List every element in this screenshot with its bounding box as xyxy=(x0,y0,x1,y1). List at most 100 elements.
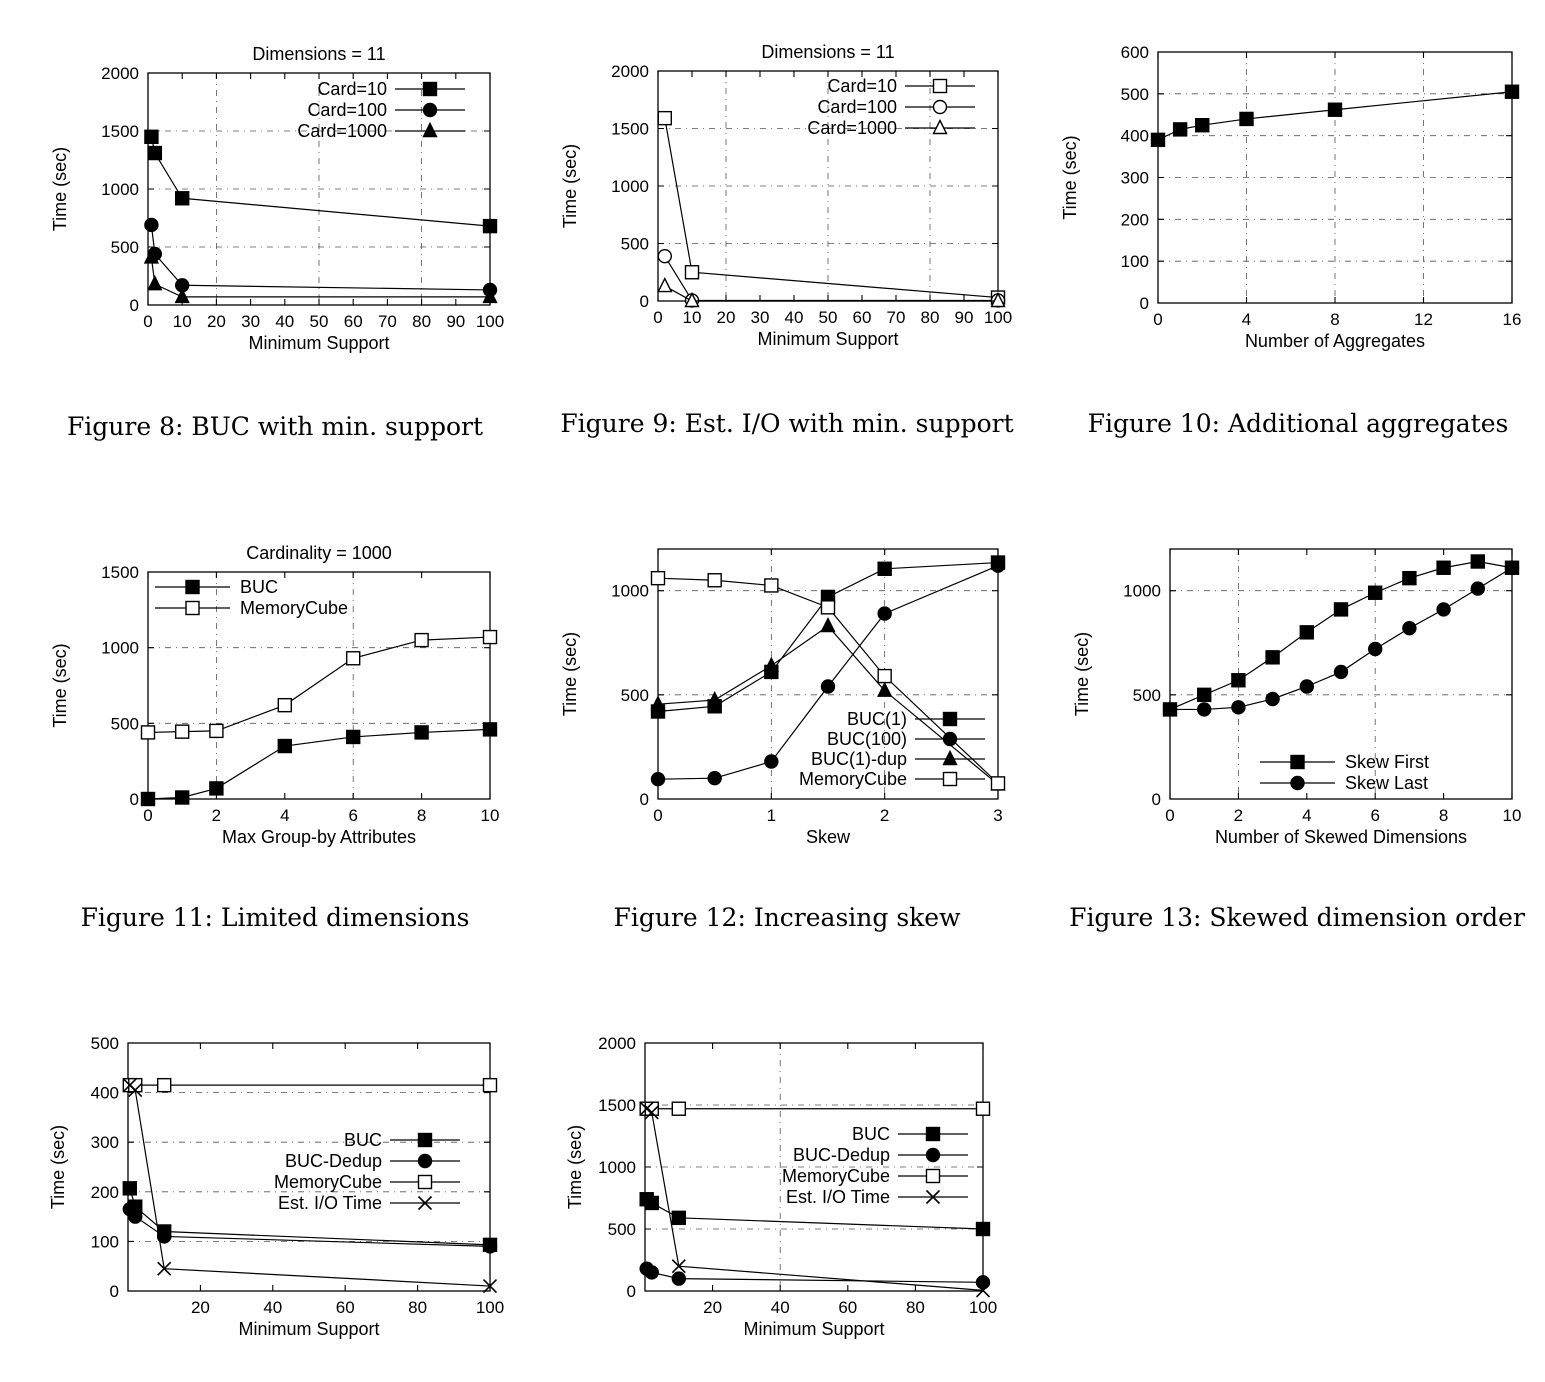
series-line-3 xyxy=(150,257,490,298)
data-point xyxy=(975,1101,991,1116)
data-point xyxy=(975,1275,991,1290)
legend-marker xyxy=(932,78,948,94)
data-point xyxy=(707,573,722,588)
data-point xyxy=(990,558,1006,573)
x-tick-label: 4 xyxy=(1302,806,1311,825)
data-point xyxy=(1470,554,1486,569)
chart-3: 0 4 8 12 16 0 100 200 300 400 500 600 Number of Aggr… xyxy=(1060,43,1521,438)
y-axis-label: Time (sec) xyxy=(50,147,70,231)
legend-marker xyxy=(422,81,438,97)
data-point xyxy=(482,287,498,304)
x-tick-label: 60 xyxy=(853,308,872,327)
data-point xyxy=(1196,687,1212,703)
data-point xyxy=(1436,602,1451,617)
x-tick-label: 90 xyxy=(955,308,974,327)
y-tick-label: 1000 xyxy=(611,177,649,196)
data-point xyxy=(1231,673,1246,688)
data-point xyxy=(657,276,673,293)
legend-label: Skew First xyxy=(1345,752,1429,772)
data-point xyxy=(650,695,666,711)
data-point xyxy=(650,570,666,586)
legend-label: BUC xyxy=(344,1130,382,1150)
data-point xyxy=(346,729,361,745)
x-tick-label: 2 xyxy=(212,806,221,825)
legend-marker xyxy=(925,1189,941,1205)
data-point xyxy=(877,561,892,576)
data-point xyxy=(144,129,159,145)
data-point xyxy=(820,617,836,633)
data-point xyxy=(209,781,224,796)
data-point xyxy=(1299,625,1315,640)
y-tick-label: 100 xyxy=(1121,252,1149,271)
chart-5: 0 1 2 3 0 500 1000 Skew Time (sec) BUC(1)BUC(100)… xyxy=(560,548,1006,932)
x-tick-label: 4 xyxy=(1242,310,1251,329)
x-axis-label: Number of Skewed Dimensions xyxy=(1215,827,1467,847)
data-point xyxy=(764,578,779,593)
y-axis-label: Time (sec) xyxy=(560,144,580,228)
y-tick-label: 0 xyxy=(130,790,139,809)
legend-label: MemoryCube xyxy=(274,1172,382,1192)
data-point xyxy=(671,1101,686,1116)
x-tick-label: 0 xyxy=(653,308,662,327)
y-tick-label: 300 xyxy=(1121,169,1149,188)
legend-label: Card=1000 xyxy=(297,121,387,141)
x-tick-label: 0 xyxy=(653,806,662,825)
data-point xyxy=(140,791,156,807)
series-line-2 xyxy=(657,565,999,780)
x-axis-label: Number of Aggregates xyxy=(1245,331,1425,351)
y-tick-label: 1000 xyxy=(101,639,139,658)
data-point xyxy=(156,1077,172,1093)
series-line-1 xyxy=(1169,560,1513,710)
y-tick-label: 1000 xyxy=(101,180,139,199)
series-line-2 xyxy=(147,636,491,734)
x-axis-label: Minimum Support xyxy=(743,1319,884,1339)
data-point xyxy=(990,776,1006,791)
legend-marker xyxy=(422,121,438,138)
data-point xyxy=(671,1259,686,1274)
x-tick-label: 20 xyxy=(717,308,736,327)
data-point xyxy=(671,1210,686,1226)
y-tick-label: 1500 xyxy=(101,563,139,582)
data-point xyxy=(144,217,159,233)
data-point xyxy=(684,291,700,308)
y-tick-label: 100 xyxy=(91,1232,119,1251)
y-tick-label: 0 xyxy=(130,296,139,315)
x-tick-label: 40 xyxy=(275,312,294,331)
data-point xyxy=(1327,102,1343,117)
x-tick-label: 40 xyxy=(263,1298,282,1317)
x-tick-label: 16 xyxy=(1503,310,1522,329)
legend-marker xyxy=(417,1153,433,1169)
y-axis-label: Time (sec) xyxy=(48,1125,68,1209)
chart-7: 20 40 60 80 100 0 100 200 300 400 500 Minimum Suppo… xyxy=(48,1034,504,1339)
data-point xyxy=(877,681,893,697)
legend-label: MemoryCube xyxy=(240,598,348,618)
y-axis-label: Time (sec) xyxy=(565,1125,585,1209)
y-tick-label: 0 xyxy=(110,1282,119,1301)
data-point xyxy=(156,1229,172,1244)
legend-label: BUC xyxy=(852,1124,890,1144)
x-tick-label: 60 xyxy=(336,1298,355,1317)
data-point xyxy=(1402,570,1417,586)
x-tick-label: 100 xyxy=(969,1298,997,1317)
y-axis-label: Time (sec) xyxy=(1060,135,1080,219)
data-point xyxy=(820,600,836,615)
y-tick-label: 0 xyxy=(1140,294,1149,313)
series-line-2 xyxy=(150,224,491,291)
data-point xyxy=(1265,691,1280,707)
data-point xyxy=(140,725,156,740)
series-line-1 xyxy=(657,561,999,713)
y-axis-label: Time (sec) xyxy=(560,632,580,716)
series-line-2 xyxy=(646,1268,984,1283)
legend-marker xyxy=(417,1132,433,1148)
figure-caption: Figure 8: BUC with min. support xyxy=(67,412,483,441)
x-tick-label: 0 xyxy=(1165,806,1174,825)
chart-title: Dimensions = 11 xyxy=(252,44,385,64)
y-tick-label: 0 xyxy=(1152,790,1161,809)
x-tick-label: 12 xyxy=(1414,310,1433,329)
legend-label: Est. I/O Time xyxy=(278,1193,382,1213)
data-point xyxy=(764,754,779,769)
legend-label: BUC xyxy=(240,577,278,597)
y-axis-label: Time (sec) xyxy=(1072,632,1092,716)
